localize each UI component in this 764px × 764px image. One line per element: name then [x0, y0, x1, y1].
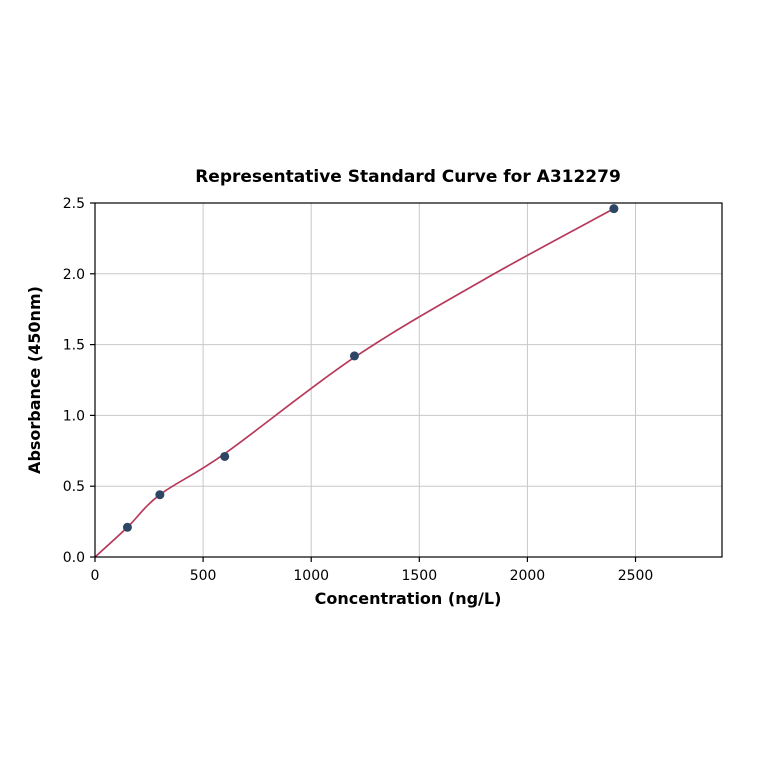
x-tick-label: 0	[91, 568, 100, 584]
data-point	[609, 204, 619, 214]
x-tick-label: 500	[190, 568, 217, 584]
y-tick-label: 2.5	[63, 196, 85, 212]
x-axis-label: Concentration (ng/L)	[315, 589, 502, 608]
plot-area: 0 500 1000 1500 2000 2500 0.0 0.5 1.0 1.5 2.0 2.5	[63, 196, 723, 584]
y-tick-label: 0.5	[63, 479, 85, 495]
y-axis-label: Absorbance (450nm)	[25, 286, 44, 474]
x-tick-label: 1500	[401, 568, 437, 584]
x-tick-label: 2000	[510, 568, 546, 584]
chart-title: Representative Standard Curve for A31227…	[195, 167, 621, 187]
data-point	[349, 351, 359, 361]
data-point	[122, 522, 132, 532]
plot-border	[94, 202, 723, 558]
y-tick-label: 0.0	[63, 550, 85, 566]
data-point	[220, 451, 230, 461]
y-tick-label: 1.0	[63, 408, 85, 424]
standard-curve-line	[94, 207, 615, 558]
x-tick-label: 2500	[618, 568, 654, 584]
y-tick-label: 2.0	[63, 267, 85, 283]
data-point	[155, 490, 165, 500]
x-tick-label: 1000	[293, 568, 329, 584]
y-tick-label: 1.5	[63, 338, 85, 354]
